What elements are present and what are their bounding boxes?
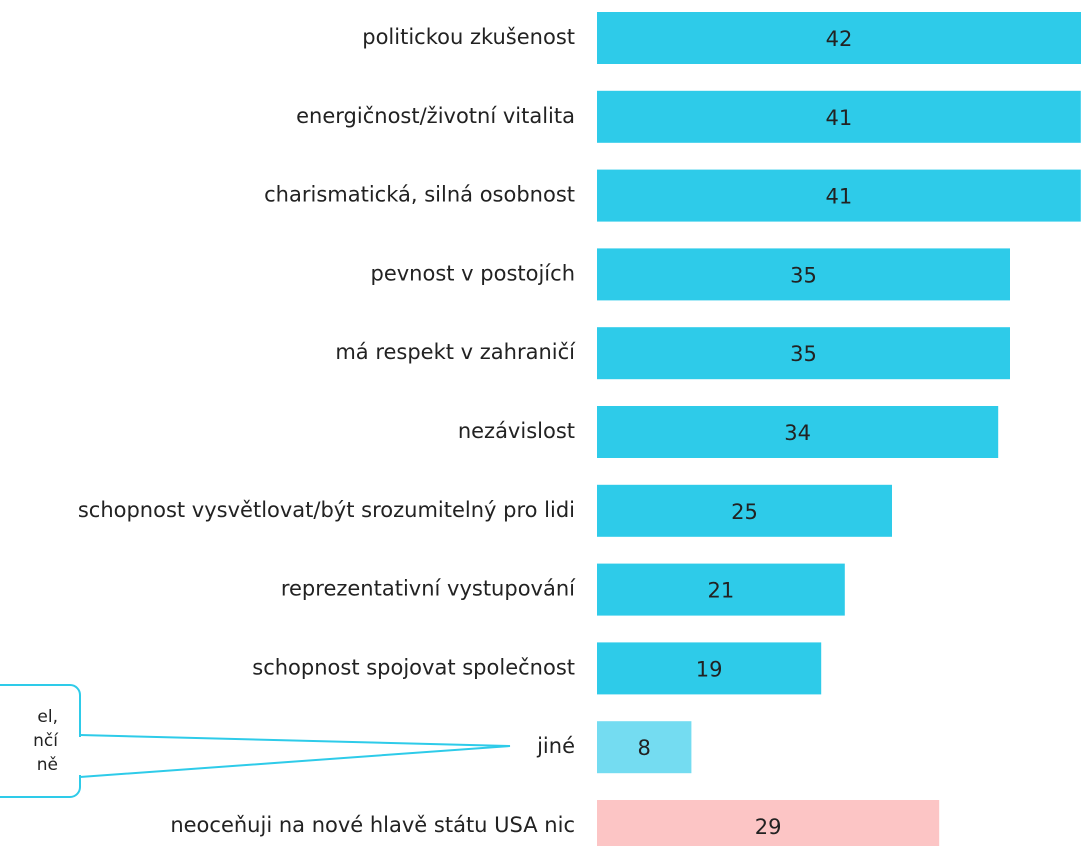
bar <box>597 563 845 616</box>
value-label: 35 <box>790 263 817 287</box>
value-label: 41 <box>826 185 853 209</box>
bar <box>597 327 1010 380</box>
value-label: 25 <box>731 500 758 524</box>
category-label: pevnost v postojích <box>370 261 575 285</box>
category-label: nezávislost <box>458 419 575 443</box>
bar <box>597 169 1081 222</box>
annotation-line: nčí <box>33 731 59 751</box>
category-label: schopnost vysvětlovat/být srozumitelný p… <box>78 498 575 522</box>
category-label: energičnost/životní vitalita <box>296 104 575 128</box>
category-label: charismatická, silná osobnost <box>264 183 575 207</box>
bar <box>597 800 940 846</box>
annotation-line: ně <box>37 755 58 775</box>
value-label: 29 <box>755 815 782 839</box>
value-label: 21 <box>708 579 735 603</box>
category-label: neoceňuji na nové hlavě státu USA nic <box>170 813 575 837</box>
bar <box>597 721 692 774</box>
category-label: jiné <box>536 734 575 758</box>
value-label: 41 <box>826 106 853 130</box>
category-label: politickou zkušenost <box>362 25 575 49</box>
value-label: 8 <box>638 736 651 760</box>
value-label: 42 <box>826 27 853 51</box>
callout-gap <box>79 737 82 775</box>
value-label: 35 <box>790 342 817 366</box>
bar <box>597 484 892 537</box>
value-label: 19 <box>696 657 723 681</box>
value-label: 34 <box>784 421 811 445</box>
category-label: reprezentativní vystupování <box>281 577 576 601</box>
category-label: má respekt v zahraničí <box>335 340 576 364</box>
bar <box>597 90 1081 143</box>
callout-pointer <box>79 734 511 778</box>
bar <box>597 12 1081 64</box>
bar <box>597 642 822 695</box>
bar <box>597 406 999 458</box>
bar <box>597 248 1010 301</box>
category-label: schopnost spojovat společnost <box>252 655 575 679</box>
annotation-line: el, <box>37 707 58 727</box>
